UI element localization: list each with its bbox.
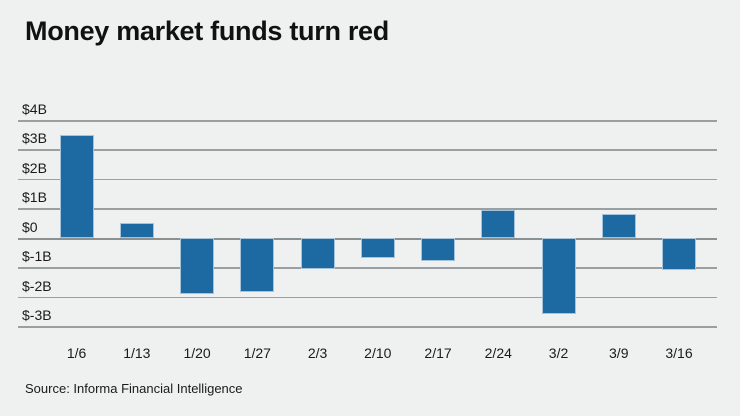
x-axis-tick-label: 2/17 <box>424 345 452 361</box>
bar <box>481 209 516 238</box>
y-axis-tick-label: $3B <box>22 130 47 147</box>
x-axis-tick-label: 1/20 <box>183 345 211 361</box>
x-axis-tick-label: 2/3 <box>307 345 328 361</box>
bar <box>421 237 456 262</box>
x-axis-tick-label: 1/13 <box>123 345 151 361</box>
x-axis-tick-label: 3/9 <box>609 345 629 361</box>
chart-source-credit: Source: Informa Financial Intelligence <box>25 381 243 396</box>
y-axis-tick-label: $2B <box>22 159 47 176</box>
gridline <box>18 208 717 210</box>
gridline <box>18 267 717 269</box>
x-axis-tick-label: 2/10 <box>364 345 392 361</box>
gridline <box>18 149 717 151</box>
bar <box>119 223 154 238</box>
bar <box>59 134 94 238</box>
x-axis-tick-label: 1/6 <box>66 345 87 361</box>
y-axis-tick-label: $-3B <box>22 307 52 323</box>
x-axis-tick-label: 2/24 <box>484 345 512 361</box>
bar <box>360 237 395 259</box>
x-axis-tick-label: 3/16 <box>665 345 693 361</box>
y-axis-tick-label: $1B <box>22 189 47 206</box>
bar <box>601 214 636 238</box>
bar <box>662 237 696 271</box>
bar <box>300 237 335 269</box>
bar <box>240 237 275 293</box>
bar <box>541 237 576 315</box>
bar <box>180 237 215 294</box>
y-axis-tick-label: $0 <box>22 218 38 235</box>
gridline <box>18 326 717 328</box>
y-axis-tick-label: $4B <box>22 101 47 117</box>
y-axis-tick-label: $-1B <box>22 248 52 265</box>
y-axis-tick-label: $-2B <box>22 277 52 294</box>
chart-title: Money market funds turn red <box>25 16 389 46</box>
gridline <box>18 296 717 299</box>
x-axis-tick-label: 3/2 <box>548 345 569 361</box>
gridline <box>18 178 717 181</box>
x-axis-tick-label: 1/27 <box>243 345 271 361</box>
gridline <box>18 120 717 122</box>
